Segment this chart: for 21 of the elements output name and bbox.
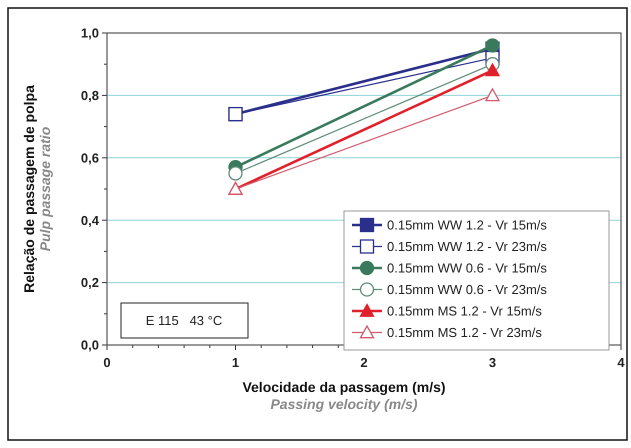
legend-label: 0.15mm WW 0.6 - Vr 15m/s <box>387 260 548 276</box>
y-tick-label: 1,0 <box>80 26 99 41</box>
legend-label: 0.15mm WW 1.2 - Vr 15m/s <box>387 218 548 233</box>
x-tick-label: 0 <box>103 355 111 370</box>
legend-label: 0.15mm WW 0.6 - Vr 23m/s <box>387 282 548 298</box>
legend-label: 0.15mm WW 1.2 - Vr 23m/s <box>387 239 548 254</box>
y-tick-label: 0,6 <box>80 150 99 166</box>
y-tick-label: 0,2 <box>80 275 99 290</box>
x-tick-label: 1 <box>232 355 240 370</box>
x-tick-label: 3 <box>488 355 496 370</box>
y-tick-label: 0,4 <box>80 212 100 228</box>
legend-label: 0.15mm MS 1.2 - Vr 15m/s <box>387 304 542 319</box>
x-tick-label: 2 <box>360 355 368 370</box>
y-tick-label: 0,8 <box>80 88 99 103</box>
legend-label: 0.15mm MS 1.2 - Vr 23m/s <box>387 325 542 340</box>
y-axis-title: Relação de passagem de polpa Pulp passage ratio <box>21 84 53 293</box>
x-tick-label: 4 <box>617 355 626 370</box>
text-box: E 115 43 °C <box>120 302 248 338</box>
x-axis-title: Velocidade da passagem (m/s) Passing velocity (m/s) <box>242 379 446 412</box>
annotation: E 115 43 °C <box>146 313 222 328</box>
y-tick-label: 0,0 <box>80 338 99 353</box>
